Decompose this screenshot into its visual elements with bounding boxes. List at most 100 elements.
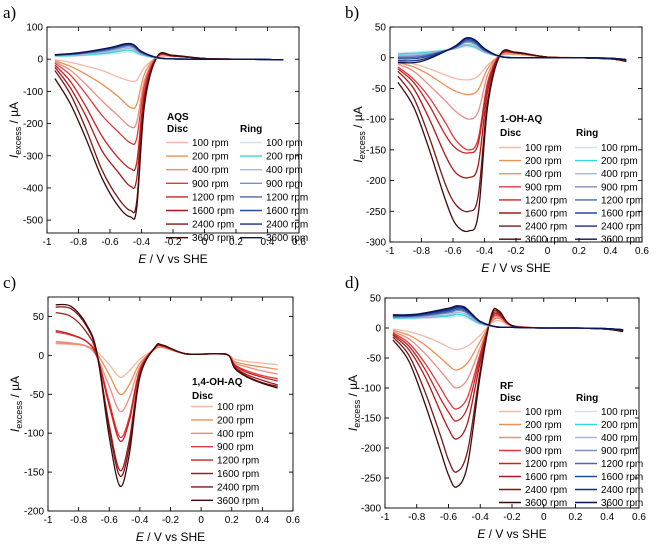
disc-series-200-rpm [54, 54, 284, 110]
y-axis-variable: I [7, 154, 21, 158]
chart-panel-a: -1 -0.8 -0.6 -0.4 -0.2 0 0.2 0.4 0.6 -500 -400 -300… [3, 3, 308, 266]
compound-label: AQS [167, 112, 189, 123]
y-tick-label: 0 [375, 324, 381, 335]
panel-letter: a) [3, 3, 16, 22]
y-tick-label: -50 [372, 84, 387, 95]
disc-legend-label: 100 rpm [525, 407, 562, 418]
x-tick-label: -0.6 [101, 515, 119, 526]
panel-letter: b) [345, 3, 359, 22]
y-axis-title: Iexcess / µA [351, 106, 367, 162]
y-tick-label: -150 [361, 414, 381, 425]
disc-legend-header: Disc [167, 124, 189, 135]
disc-legend-label: 1200 rpm [525, 195, 567, 206]
x-axis-title: E / V vs SHE [136, 530, 205, 544]
disc-legend-label: 1600 rpm [525, 209, 567, 220]
x-tick-label: 0.2 [225, 515, 239, 526]
x-tick-label: -0.2 [164, 237, 182, 248]
x-tick-label: -0.2 [162, 515, 180, 526]
ring-legend-label: 1200 rpm [601, 195, 643, 206]
y-tick-label: -400 [23, 183, 43, 194]
compound-label: 1-OH-AQ [500, 114, 542, 125]
x-tick-label: 0.2 [572, 246, 586, 257]
compound-label: 1,4-OH-AQ [192, 377, 243, 388]
disc-series-100-rpm [54, 55, 284, 83]
x-tick-label: 0.4 [600, 512, 614, 523]
ring-legend-label: 900 rpm [601, 182, 638, 193]
x-tick-label: -0.6 [440, 512, 458, 523]
ring-legend-label: 200 rpm [601, 156, 638, 167]
x-axis-variable: E [481, 261, 490, 275]
x-tick-label: -0.4 [133, 237, 151, 248]
ring-legend-label: 400 rpm [601, 169, 638, 180]
x-tick-label: -1 [386, 246, 395, 257]
disc-legend-label: 200 rpm [192, 152, 229, 163]
disc-legend-label: 200 rpm [217, 415, 254, 426]
x-axis-unit: / V vs SHE [485, 527, 546, 541]
ring-legend-label: 1200 rpm [601, 459, 643, 470]
series-group [55, 303, 278, 488]
y-axis-subscript: excess [352, 399, 362, 428]
disc-legend-label: 400 rpm [525, 433, 562, 444]
ring-legend-label: 100 rpm [601, 407, 638, 418]
y-axis-variable: I [351, 159, 365, 163]
y-axis-unit: / µA [351, 106, 365, 131]
x-tick-label: 0.6 [632, 512, 646, 523]
disc-legend-label: 2400 rpm [525, 222, 567, 233]
disc-legend-label: 900 rpm [192, 179, 229, 190]
ring-legend-label: 400 rpm [266, 165, 303, 176]
disc-legend-label: 3600 rpm [525, 235, 567, 246]
ring-legend-label: 400 rpm [601, 433, 638, 444]
y-tick-label: -100 [361, 384, 381, 395]
disc-legend-label: 1200 rpm [217, 456, 259, 467]
disc-legend-label: 1200 rpm [525, 459, 567, 470]
x-axis-title: E / V vs SHE [477, 527, 546, 541]
ring-legend-label: 3600 rpm [266, 233, 308, 244]
ring-legend-label: 3600 rpm [601, 498, 643, 509]
y-tick-label: 50 [33, 312, 45, 323]
chart-panel-d: -1 -0.8 -0.6 -0.4 -0.2 0 0.2 0.4 0.6 -300 -250 -200… [345, 273, 646, 541]
ring-legend-label: 2400 rpm [601, 485, 643, 496]
panel-letter: c) [3, 273, 16, 292]
x-tick-label: -0.6 [444, 246, 462, 257]
x-tick-label: -0.8 [70, 237, 88, 248]
ring-legend-label: 1600 rpm [266, 206, 308, 217]
disc-series-3600-rpm [55, 303, 278, 488]
x-axis-variable: E [477, 527, 486, 541]
disc-legend-label: 3600 rpm [192, 233, 234, 244]
y-tick-label: -300 [23, 151, 43, 162]
disc-legend-label: 400 rpm [192, 165, 229, 176]
y-tick-label: 100 [26, 23, 43, 34]
series-group [392, 305, 624, 488]
x-tick-label: 0.2 [229, 237, 243, 248]
disc-series-100-rpm [392, 319, 624, 351]
x-axis-variable: E [138, 252, 147, 266]
series-group [54, 42, 284, 220]
ring-legend-label: 100 rpm [266, 138, 303, 149]
ring-legend-header: Ring [576, 393, 598, 404]
x-tick-label: 0.2 [569, 512, 583, 523]
y-tick-label: -200 [361, 444, 381, 455]
y-tick-label: -300 [361, 504, 381, 515]
disc-legend-label: 100 rpm [192, 138, 229, 149]
y-axis-subscript: excess [13, 126, 23, 155]
ring-legend-label: 900 rpm [266, 179, 303, 190]
disc-series-1600-rpm [392, 311, 624, 440]
ring-legend-label: 100 rpm [601, 143, 638, 154]
x-tick-label: 0 [202, 237, 208, 248]
y-tick-label: -150 [366, 145, 386, 156]
x-tick-label: 0.6 [292, 237, 306, 248]
disc-legend-label: 1600 rpm [217, 469, 259, 480]
ring-legend-label: 200 rpm [266, 152, 303, 163]
y-tick-label: -150 [24, 468, 44, 479]
x-tick-label: 0.6 [286, 515, 300, 526]
disc-legend-label: 3600 rpm [525, 498, 567, 509]
y-tick-label: -50 [30, 390, 45, 401]
x-tick-label: -0.2 [503, 512, 521, 523]
ring-series-900-rpm [54, 46, 284, 61]
y-tick-label: -200 [23, 119, 43, 130]
y-tick-label: -100 [366, 115, 386, 126]
y-tick-label: 0 [37, 55, 43, 66]
